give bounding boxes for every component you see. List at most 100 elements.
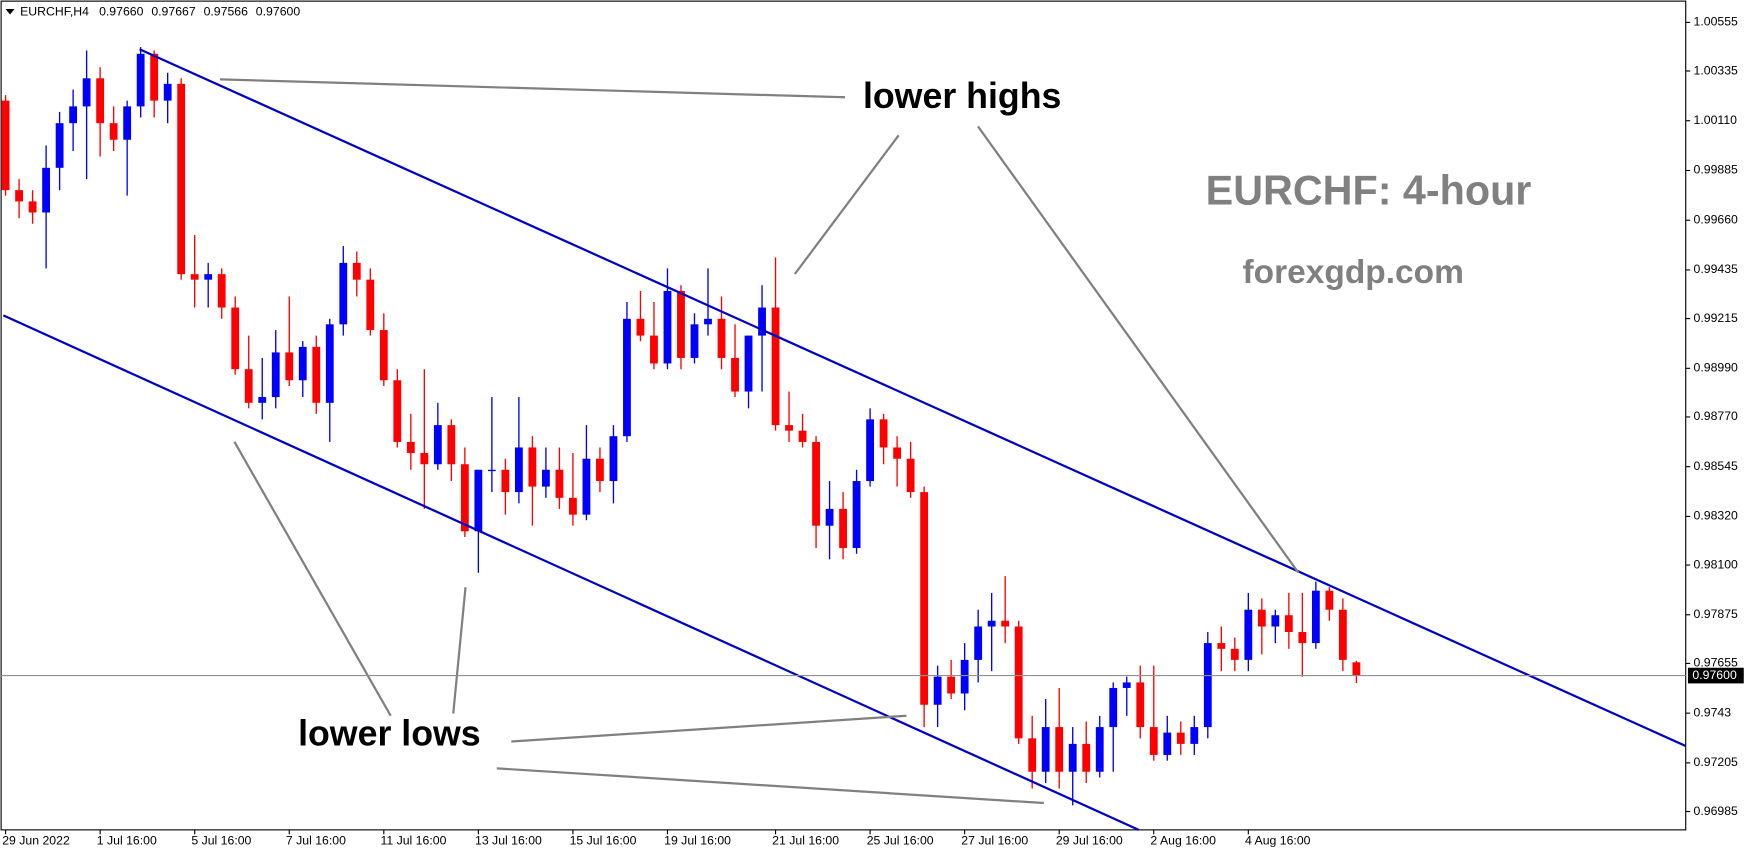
candle-body	[555, 469, 564, 498]
price-label: 0.97600	[1692, 668, 1737, 682]
candles	[1, 47, 1361, 806]
x-tick-label: 1 Jul 16:00	[97, 833, 157, 847]
candle-body	[852, 481, 861, 549]
candle-body	[690, 324, 699, 358]
x-tick-label: 2 Aug 16:00	[1150, 833, 1216, 847]
y-tick-label: 0.9743	[1694, 705, 1732, 719]
candle-body	[650, 335, 658, 364]
candle-body	[1298, 632, 1307, 644]
candle-body	[960, 659, 969, 694]
candle-body	[974, 626, 983, 660]
source: forexgdp.com	[1243, 254, 1464, 291]
candle-body	[379, 330, 388, 381]
price-label-box	[1687, 667, 1744, 684]
candle-body	[433, 425, 442, 465]
x-tick-label: 7 Jul 16:00	[286, 833, 346, 847]
chart-title: EURCHF: 4-hour	[1206, 167, 1532, 213]
candle-body	[1176, 732, 1185, 744]
candle-body	[1122, 682, 1131, 688]
candle-body	[55, 123, 64, 168]
pointer-line	[793, 134, 900, 275]
candle-body	[677, 290, 685, 358]
y-tick-label: 0.99885	[1694, 163, 1739, 177]
candle-body	[1055, 727, 1064, 772]
x-tick-label: 4 Aug 16:00	[1245, 833, 1311, 847]
candle-body	[177, 83, 186, 275]
header-icon	[5, 8, 15, 15]
candle-body	[1068, 743, 1077, 772]
candle-body	[866, 419, 875, 482]
candle-body	[758, 307, 766, 336]
x-tick-label: 19 Jul 16:00	[664, 833, 731, 847]
close-label: 0.97600	[256, 5, 301, 19]
header: EURCHF,H4 0.97660 0.97667 0.97566 0.9760…	[20, 5, 300, 19]
candle-body	[190, 274, 199, 280]
candle-body	[663, 290, 672, 364]
low-label: 0.97566	[204, 5, 249, 19]
candle-body	[933, 676, 942, 705]
candle-body	[298, 346, 307, 381]
candle-body	[1190, 727, 1199, 744]
candle-body	[1109, 687, 1118, 728]
x-tick-label: 11 Jul 16:00	[380, 833, 446, 847]
candle-body	[1028, 738, 1037, 772]
candle-body	[1338, 609, 1347, 660]
candle-body	[771, 307, 780, 426]
candle-body	[204, 274, 213, 280]
candle-body	[1, 100, 10, 191]
lower-channel-line	[2, 314, 1140, 831]
y-tick-label: 0.99435	[1694, 262, 1739, 276]
candle-body	[920, 492, 929, 705]
candle-body	[42, 167, 51, 213]
y-tick-label: 0.97655	[1694, 656, 1739, 670]
candle-body	[69, 106, 78, 124]
candle-body	[1136, 682, 1145, 728]
candle-body	[15, 190, 23, 202]
candle-body	[352, 262, 361, 280]
candle-body	[501, 469, 510, 493]
x-tick-label: 27 Jul 16:00	[961, 833, 1028, 847]
candle-body	[460, 464, 469, 532]
candle-body	[231, 307, 240, 370]
candle-body	[947, 676, 956, 694]
candle-body	[704, 318, 712, 325]
candle-body	[636, 318, 645, 336]
candle-body	[1311, 590, 1320, 644]
x-tick-label: 29 Jun 2022	[2, 833, 70, 847]
pointer-line	[511, 714, 907, 743]
x-tick-label: 13 Jul 16:00	[475, 833, 542, 847]
candle-body	[582, 458, 591, 515]
candle-body	[1230, 648, 1239, 660]
candle-body	[744, 335, 753, 392]
y-tick-label: 1.00555	[1694, 15, 1739, 29]
candle-body	[839, 508, 847, 549]
annotation: lower lows	[298, 713, 481, 753]
candle-body	[1095, 727, 1104, 772]
candle-body	[1149, 727, 1158, 755]
y-tick-label: 0.98545	[1694, 459, 1739, 473]
candle-body	[474, 469, 483, 532]
candle-body	[217, 274, 226, 308]
candle-body	[487, 469, 496, 472]
candle-body	[514, 447, 523, 493]
candle-body	[28, 201, 37, 213]
candle-body	[609, 436, 618, 482]
candle-body	[893, 447, 902, 459]
candle-body	[1271, 615, 1280, 627]
candle-body	[285, 352, 294, 381]
pointer-line	[233, 441, 392, 717]
annotation: lower highs	[863, 76, 1061, 116]
y-tick-label: 1.00335	[1694, 63, 1739, 77]
pointer-line	[452, 587, 467, 714]
high-label: 0.97667	[151, 5, 196, 19]
candle-body	[150, 53, 159, 101]
candle-body	[312, 346, 321, 403]
x-tick-label: 5 Jul 16:00	[191, 833, 251, 847]
x-tick-label: 25 Jul 16:00	[867, 833, 934, 847]
open-label: 0.97660	[99, 5, 144, 19]
candle-body	[623, 318, 631, 437]
candle-body	[163, 83, 172, 101]
candle-body	[1284, 615, 1293, 633]
candle-body	[528, 447, 537, 487]
